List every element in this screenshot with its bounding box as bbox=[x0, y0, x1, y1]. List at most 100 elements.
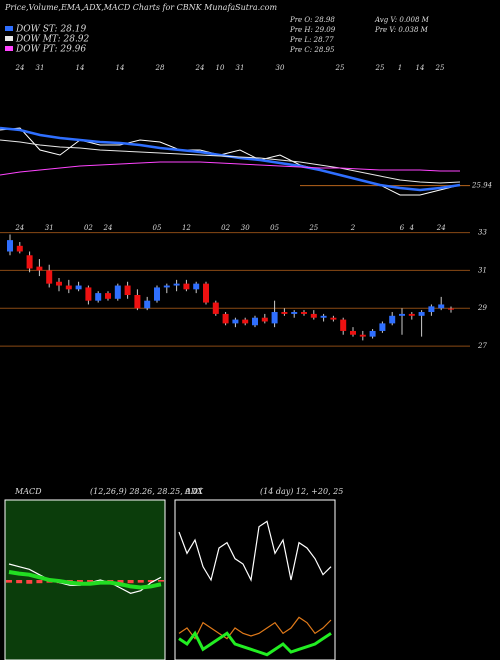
panel-subtitle: (12,26,9) 28.26, 28.25, 0.01 bbox=[90, 487, 203, 496]
x-tick-label: 2 bbox=[350, 224, 356, 232]
x-tick-label: 31 bbox=[236, 64, 245, 72]
x-tick-label: 31 bbox=[36, 64, 45, 72]
x-tick-label: 1 bbox=[398, 64, 402, 72]
histogram-bar bbox=[16, 580, 23, 584]
candle-body bbox=[379, 323, 386, 331]
stat: Avg V: 0.008 M bbox=[374, 16, 430, 24]
candle-body bbox=[330, 317, 337, 320]
x-tick-label: 25 bbox=[375, 64, 385, 72]
line-series bbox=[8, 570, 162, 590]
line-series bbox=[178, 616, 332, 640]
candle-body bbox=[281, 312, 288, 314]
stat: Pre C: 28.95 bbox=[289, 46, 335, 54]
x-tick-label: 24 bbox=[103, 224, 113, 232]
candle-body bbox=[271, 312, 278, 324]
histogram-bar bbox=[6, 580, 12, 583]
candle-body bbox=[340, 319, 347, 331]
candle-body bbox=[134, 295, 141, 309]
x-tick-label: 24 bbox=[15, 64, 25, 72]
x-tick-label: 12 bbox=[182, 224, 191, 232]
candle-body bbox=[7, 240, 13, 252]
candle-body bbox=[26, 255, 33, 269]
candle-body bbox=[105, 293, 111, 299]
candle-body bbox=[114, 285, 121, 299]
panel-subtitle: (14 day) 12, +20, 25 bbox=[260, 487, 343, 496]
candle-body bbox=[438, 304, 445, 309]
x-tick-label: 25 bbox=[335, 64, 345, 72]
legend-label: DOW MT: 28.92 bbox=[15, 35, 90, 45]
histogram-bar bbox=[76, 580, 83, 584]
x-tick-label: 6 bbox=[400, 224, 405, 232]
candle-body bbox=[242, 319, 249, 324]
y-tick-label: 29 bbox=[477, 304, 487, 312]
y-tick-label: 31 bbox=[478, 266, 487, 274]
candle-body bbox=[222, 313, 229, 324]
histogram-bar bbox=[26, 580, 33, 584]
legend-swatch bbox=[5, 46, 13, 51]
candle-body bbox=[163, 285, 170, 288]
histogram-bar bbox=[127, 580, 134, 584]
candle-body bbox=[46, 270, 53, 284]
line-series bbox=[178, 630, 332, 657]
candle-body bbox=[310, 313, 317, 318]
chart-title: Price,Volume,EMA,ADX,MACD Charts for CBN… bbox=[4, 3, 277, 12]
stat: Pre H: 29.09 bbox=[289, 26, 336, 34]
legend-label: DOW PT: 29.96 bbox=[15, 45, 86, 55]
stat: Pre O: 28.98 bbox=[289, 16, 335, 24]
candle-body bbox=[85, 287, 92, 301]
x-tick-label: 24 bbox=[195, 64, 205, 72]
candle-body bbox=[359, 334, 366, 337]
candle-body bbox=[212, 302, 219, 314]
histogram-bar bbox=[137, 580, 144, 583]
candle-body bbox=[418, 312, 425, 316]
x-tick-label: 05 bbox=[270, 224, 279, 232]
histogram-bar bbox=[147, 580, 154, 583]
legend-swatch bbox=[5, 26, 13, 31]
candle-body bbox=[56, 281, 62, 286]
line-series bbox=[0, 126, 461, 192]
x-tick-label: 02 bbox=[221, 224, 230, 232]
candle-body bbox=[369, 330, 376, 337]
candle-body bbox=[448, 308, 454, 310]
x-tick-label: 14 bbox=[116, 64, 125, 72]
candle-body bbox=[232, 319, 239, 324]
candle-body bbox=[252, 317, 258, 326]
candle-body bbox=[75, 285, 82, 290]
legend-label: DOW ST: 28.19 bbox=[15, 25, 86, 35]
candle-body bbox=[320, 315, 327, 318]
panel-bg bbox=[174, 499, 336, 660]
x-tick-label: 24 bbox=[436, 224, 446, 232]
candle-body bbox=[65, 285, 72, 290]
x-tick-label: 10 bbox=[216, 64, 225, 72]
candle-body bbox=[193, 283, 200, 290]
candle-body bbox=[16, 245, 23, 252]
line-series bbox=[178, 520, 332, 582]
y-tick-label: 25.94 bbox=[471, 182, 492, 190]
x-tick-label: 30 bbox=[241, 224, 250, 232]
candle-body bbox=[350, 330, 356, 335]
candle-body bbox=[144, 300, 151, 309]
x-tick-label: 14 bbox=[76, 64, 85, 72]
panel-title: MACD bbox=[14, 487, 42, 496]
candle-body bbox=[124, 285, 131, 295]
y-tick-label: 27 bbox=[477, 342, 487, 350]
x-tick-label: 25 bbox=[308, 224, 318, 232]
candle-body bbox=[183, 283, 190, 290]
y-tick-label: 33 bbox=[478, 229, 487, 237]
x-tick-label: 4 bbox=[409, 224, 414, 232]
line-series bbox=[0, 139, 461, 184]
candle-body bbox=[95, 293, 102, 301]
x-tick-label: 28 bbox=[155, 64, 165, 72]
histogram-bar bbox=[158, 580, 164, 582]
candle-body bbox=[408, 313, 415, 316]
stat: Pre V: 0.038 M bbox=[374, 26, 429, 34]
candle-body bbox=[291, 312, 298, 314]
histogram-bar bbox=[87, 580, 94, 583]
candle-body bbox=[428, 306, 435, 313]
histogram-bar bbox=[117, 580, 124, 584]
panel-title: ADX bbox=[184, 487, 203, 496]
candle-body bbox=[399, 313, 405, 316]
line-series bbox=[0, 161, 460, 176]
